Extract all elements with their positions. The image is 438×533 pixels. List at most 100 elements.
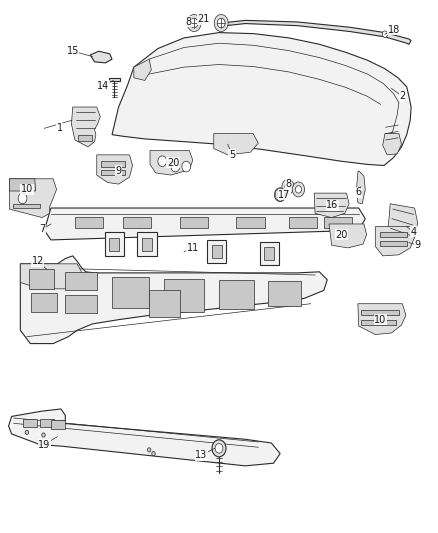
Text: 13: 13 xyxy=(195,450,208,460)
Polygon shape xyxy=(380,232,407,237)
Circle shape xyxy=(18,193,27,204)
Polygon shape xyxy=(219,280,254,309)
Circle shape xyxy=(42,433,45,437)
Text: 1: 1 xyxy=(57,123,63,133)
Text: 10: 10 xyxy=(374,314,387,325)
Circle shape xyxy=(214,14,228,31)
Polygon shape xyxy=(71,107,100,147)
Polygon shape xyxy=(214,134,258,155)
Polygon shape xyxy=(357,171,365,204)
Text: 16: 16 xyxy=(326,200,339,211)
Circle shape xyxy=(217,18,225,28)
Polygon shape xyxy=(65,295,97,313)
Polygon shape xyxy=(212,245,222,258)
Polygon shape xyxy=(90,51,112,63)
Text: 20: 20 xyxy=(167,158,179,168)
Polygon shape xyxy=(324,216,352,228)
Polygon shape xyxy=(361,320,396,325)
Text: 17: 17 xyxy=(278,190,291,200)
Circle shape xyxy=(25,430,28,434)
Polygon shape xyxy=(380,241,407,246)
Polygon shape xyxy=(180,216,208,228)
Polygon shape xyxy=(97,155,133,184)
Polygon shape xyxy=(10,179,57,217)
Text: 18: 18 xyxy=(388,25,400,35)
Text: 9: 9 xyxy=(415,240,421,250)
Circle shape xyxy=(292,182,304,197)
Polygon shape xyxy=(138,232,156,256)
Text: 15: 15 xyxy=(67,46,79,56)
Polygon shape xyxy=(358,304,406,335)
Polygon shape xyxy=(13,204,40,208)
Polygon shape xyxy=(20,264,81,289)
Polygon shape xyxy=(383,134,402,155)
Polygon shape xyxy=(29,269,54,289)
Circle shape xyxy=(182,161,191,172)
Polygon shape xyxy=(112,277,149,308)
Polygon shape xyxy=(101,169,125,175)
Text: 4: 4 xyxy=(410,227,417,237)
Polygon shape xyxy=(109,78,120,82)
Polygon shape xyxy=(40,418,54,427)
Polygon shape xyxy=(207,240,226,263)
Circle shape xyxy=(190,18,198,28)
Circle shape xyxy=(295,185,301,193)
Polygon shape xyxy=(361,310,399,316)
Polygon shape xyxy=(123,216,151,228)
Polygon shape xyxy=(375,227,415,256)
Circle shape xyxy=(152,451,155,456)
Polygon shape xyxy=(20,256,327,344)
Circle shape xyxy=(285,183,291,190)
Polygon shape xyxy=(65,272,97,290)
Text: 2: 2 xyxy=(399,91,406,101)
Text: 20: 20 xyxy=(335,230,347,240)
Polygon shape xyxy=(149,290,180,317)
Polygon shape xyxy=(237,216,265,228)
Polygon shape xyxy=(109,238,120,251)
Circle shape xyxy=(158,156,166,166)
Text: 8: 8 xyxy=(185,17,191,27)
Text: 8: 8 xyxy=(286,179,292,189)
Polygon shape xyxy=(101,161,125,166)
Circle shape xyxy=(187,14,201,31)
Polygon shape xyxy=(289,216,317,228)
Polygon shape xyxy=(264,247,275,260)
Polygon shape xyxy=(142,238,152,251)
Text: 19: 19 xyxy=(38,440,50,450)
Text: 9: 9 xyxy=(116,166,122,176)
Circle shape xyxy=(215,443,223,453)
Polygon shape xyxy=(164,279,204,312)
Circle shape xyxy=(212,440,226,457)
Circle shape xyxy=(275,188,286,201)
Polygon shape xyxy=(221,20,411,44)
Polygon shape xyxy=(112,33,411,165)
Polygon shape xyxy=(260,241,279,265)
Polygon shape xyxy=(105,232,124,256)
Polygon shape xyxy=(44,208,365,240)
Polygon shape xyxy=(9,409,280,466)
Circle shape xyxy=(171,161,180,172)
Polygon shape xyxy=(268,281,300,306)
Text: 21: 21 xyxy=(198,14,210,25)
Polygon shape xyxy=(134,59,151,80)
Text: 6: 6 xyxy=(356,187,362,197)
Polygon shape xyxy=(31,293,57,312)
Text: 14: 14 xyxy=(97,81,110,91)
Polygon shape xyxy=(275,188,285,201)
Polygon shape xyxy=(23,418,37,427)
Text: 7: 7 xyxy=(39,224,45,235)
Polygon shape xyxy=(10,179,35,191)
Circle shape xyxy=(382,31,388,37)
Text: 12: 12 xyxy=(32,256,44,266)
Polygon shape xyxy=(51,420,65,429)
Text: 11: 11 xyxy=(187,243,199,253)
Text: 10: 10 xyxy=(21,184,33,195)
Polygon shape xyxy=(314,193,349,217)
Polygon shape xyxy=(78,135,92,141)
Circle shape xyxy=(282,179,294,194)
Polygon shape xyxy=(150,151,193,175)
Circle shape xyxy=(148,448,151,452)
Polygon shape xyxy=(75,216,103,228)
Text: 5: 5 xyxy=(229,150,235,160)
Polygon shape xyxy=(329,224,367,248)
